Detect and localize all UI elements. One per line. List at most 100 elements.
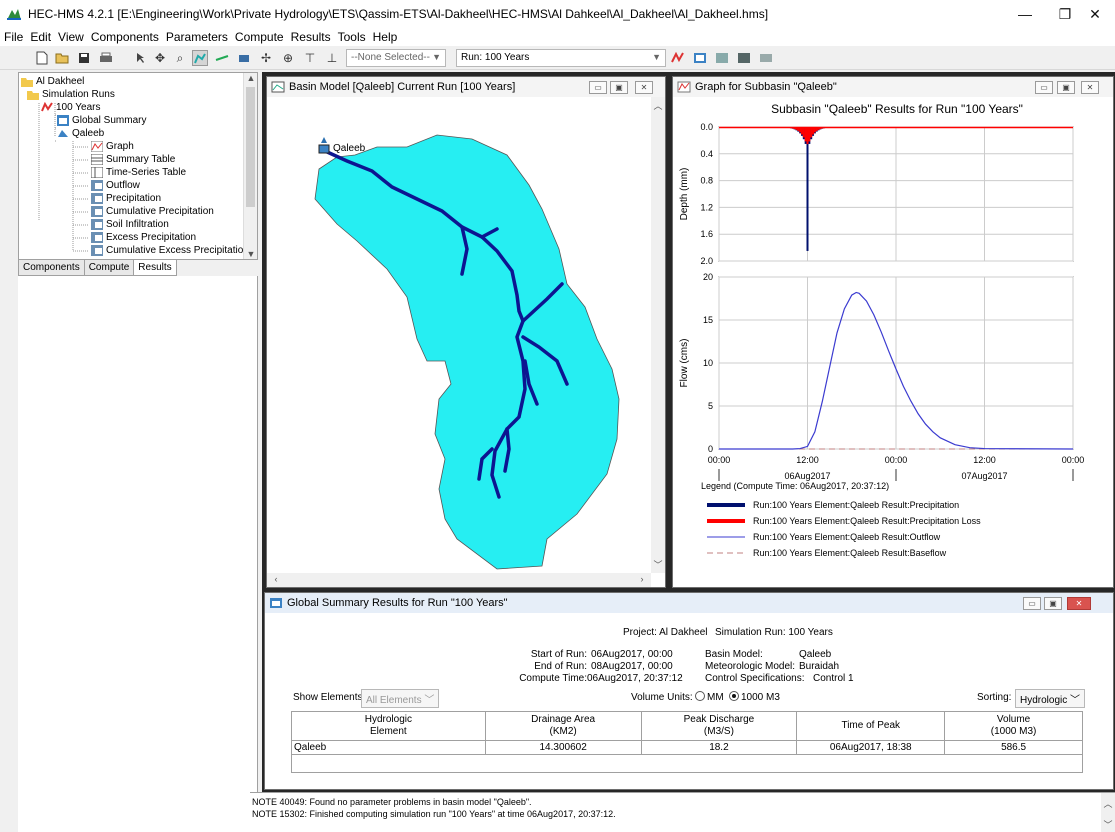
unit-mm-radio[interactable]: MM [693,691,724,703]
reach-tool-icon[interactable] [214,50,230,66]
menu-help[interactable]: Help [372,30,398,44]
table-icon [57,115,69,126]
menu-compute[interactable]: Compute [234,30,284,44]
tree-item-graph[interactable]: Graph [91,140,134,153]
column-header-element[interactable]: Hydrologic Element [291,711,486,741]
tree-item-global-summary[interactable]: Global Summary [57,114,146,127]
menu-parameters[interactable]: Parameters [165,30,228,44]
tab-components[interactable]: Components [18,260,85,276]
sorting-select[interactable]: Hydrologic ﹀ [1015,689,1086,708]
graph-results-icon[interactable] [714,50,730,66]
scroll-right-icon[interactable]: › [640,574,644,584]
minimize-icon[interactable]: ▭ [1023,597,1041,610]
run-select[interactable]: Run: 100 Years ▼ [456,49,666,67]
global-summary-titlebar[interactable]: Global Summary Results for Run "100 Year… [265,593,1113,613]
scroll-down-icon[interactable]: ﹀ [653,560,663,570]
pan-icon[interactable]: ✥ [154,51,166,65]
show-elements-label: Show Elements: [293,692,366,703]
restore-button[interactable]: ❐ [1058,5,1072,22]
minimize-icon[interactable]: ▭ [1035,81,1053,94]
close-icon[interactable]: ✕ [635,81,653,94]
sink-tool-icon[interactable]: ⊥ [326,51,338,65]
log-scrollbar[interactable]: ︿ ﹀ [1101,793,1115,832]
menu-results[interactable]: Results [290,30,331,44]
tree-item-excess-precipitation[interactable]: Excess Precipitation [91,231,196,244]
column-header-volume[interactable]: Volume (1000 M3) [944,711,1083,741]
volume-units-label: Volume Units: [631,692,693,703]
tree-item-precipitation[interactable]: Precipitation [91,192,161,205]
reservoir-tool-icon[interactable] [236,50,252,66]
minimize-button[interactable]: — [1018,6,1032,22]
tree-item-qaleeb[interactable]: Qaleeb [57,127,104,140]
scroll-down-icon[interactable]: ﹀ [1103,820,1113,830]
table-row[interactable]: Qaleeb 14.300602 18.2 06Aug2017, 18:38 5… [291,740,1083,755]
compute-run-icon[interactable] [670,50,686,66]
summary-table-icon[interactable] [736,50,752,66]
maximize-icon[interactable]: ▣ [1057,81,1075,94]
message-log: NOTE 40049: Found no parameter problems … [250,792,1115,832]
start-of-run-label: Start of Run: [530,649,587,660]
series-icon [91,232,103,243]
close-icon[interactable]: ✕ [1081,81,1099,94]
scroll-up-icon[interactable]: ︿ [653,101,663,111]
unit-1000m3-radio[interactable]: 1000 M3 [727,691,780,703]
menu-view[interactable]: View [58,30,84,44]
zoom-icon[interactable]: ⌕ [176,50,184,65]
time-series-table-icon[interactable] [758,50,774,66]
close-icon[interactable]: ✕ [1067,597,1091,610]
tree-item-cumulative-excess-precipitation[interactable]: Cumulative Excess Precipitation [91,244,249,257]
menu-tools[interactable]: Tools [337,30,366,44]
scroll-left-icon[interactable]: ‹ [274,574,278,584]
source-tool-icon[interactable]: ⊤ [304,51,316,65]
tab-compute[interactable]: Compute [83,260,135,276]
scroll-down-icon[interactable]: ▼ [246,249,256,259]
graph-window-titlebar[interactable]: Graph for Subbasin "Qaleeb" [673,77,1113,97]
tree-item-time-series-table[interactable]: Time-Series Table [91,166,186,179]
basin-vertical-scrollbar[interactable]: ︿ ﹀ [651,97,665,573]
tree-scrollbar[interactable]: ▲ ▼ [243,73,257,259]
open-folder-icon[interactable] [54,50,70,66]
basin-window-titlebar[interactable]: Basin Model [Qaleeb] Current Run [100 Ye… [267,77,665,97]
column-header-time-of-peak[interactable]: Time of Peak [796,711,946,741]
graph-window: Graph for Subbasin "Qaleeb" ▭ ▣ ✕ Subbas… [672,76,1114,588]
menu-edit[interactable]: Edit [30,30,52,44]
tree-scroll-thumb[interactable] [246,87,255,207]
y-tick-label: 0.4 [700,149,713,159]
menu-file[interactable]: File [4,30,24,44]
tree-item-cumulative-precipitation[interactable]: Cumulative Precipitation [91,205,214,218]
minimize-icon[interactable]: ▭ [589,81,607,94]
tab-results[interactable]: Results [133,260,177,276]
maximize-icon[interactable]: ▣ [1044,597,1062,610]
chart-title: Subbasin "Qaleeb" Results for Run "100 Y… [771,102,1023,116]
basin-horizontal-scrollbar[interactable]: ‹ › [267,573,651,587]
print-icon[interactable] [98,50,114,66]
tree-item-project[interactable]: Al Dakheel [21,75,84,88]
series-icon [91,193,103,204]
scroll-up-icon[interactable]: ︿ [1103,799,1113,809]
graph-icon [91,141,103,152]
results-graph[interactable]: Subbasin "Qaleeb" Results for Run "100 Y… [673,97,1113,587]
new-file-icon[interactable] [34,50,50,66]
save-icon[interactable] [76,50,92,66]
tree-item-run-100-years[interactable]: 100 Years [41,101,101,114]
subbasin-tool-icon[interactable] [192,50,208,66]
close-button[interactable]: ✕ [1089,5,1101,22]
tree-item-summary-table[interactable]: Summary Table [91,153,175,166]
show-elements-select[interactable]: All Elements ﹀ [361,689,440,708]
tree-item-soil-infiltration[interactable]: Soil Infiltration [91,218,169,231]
column-header-drainage-area[interactable]: Drainage Area (KM2) [484,711,642,741]
subbasin-marker-icon[interactable] [318,137,330,154]
menu-components[interactable]: Components [90,30,159,44]
diversion-tool-icon[interactable]: ⊕ [282,51,294,65]
tree-item-simulation-runs[interactable]: Simulation Runs [27,88,115,101]
arrow-select-icon[interactable] [132,50,148,66]
element-select[interactable]: --None Selected-- ▼ [346,49,446,67]
tree-item-outflow[interactable]: Outflow [91,179,140,192]
maximize-icon[interactable]: ▣ [610,81,628,94]
junction-tool-icon[interactable]: ✢ [260,51,272,65]
scroll-up-icon[interactable]: ▲ [246,73,256,83]
column-header-peak-discharge[interactable]: Peak Discharge (M3/S) [640,711,798,741]
global-summary-icon[interactable] [692,50,708,66]
basin-map-canvas[interactable]: Qaleeb [267,99,651,573]
basin-model-window: Basin Model [Qaleeb] Current Run [100 Ye… [266,76,666,588]
